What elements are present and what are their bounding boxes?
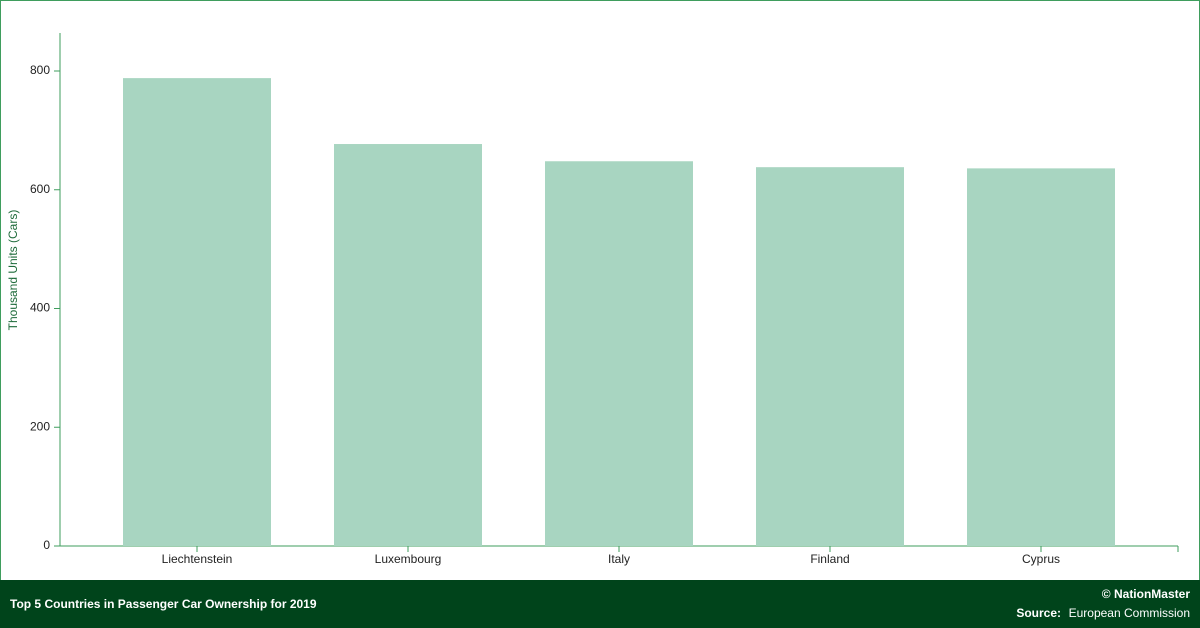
y-tick-label: 0 [43,538,50,552]
bar [545,161,693,546]
copyright: © NationMaster [1102,587,1191,601]
y-axis-label: Thousand Units (Cars) [6,210,20,331]
source-label: Source: [1016,606,1061,620]
bar [967,168,1115,546]
bar [334,144,482,546]
x-tick-label: Cyprus [1022,552,1060,566]
x-tick-label: Italy [608,552,630,566]
y-tick-label: 400 [30,301,50,315]
bar [123,78,271,546]
y-tick-label: 600 [30,182,50,196]
source: European Commission [1069,606,1190,620]
bar [756,167,904,546]
y-tick-label: 200 [30,419,50,433]
chart-title: Top 5 Countries in Passenger Car Ownersh… [10,597,317,611]
x-tick-label: Luxembourg [375,552,442,566]
y-tick-label: 800 [30,63,50,77]
x-tick-label: Liechtenstein [162,552,233,566]
x-tick-label: Finland [810,552,849,566]
footer [0,580,1200,628]
